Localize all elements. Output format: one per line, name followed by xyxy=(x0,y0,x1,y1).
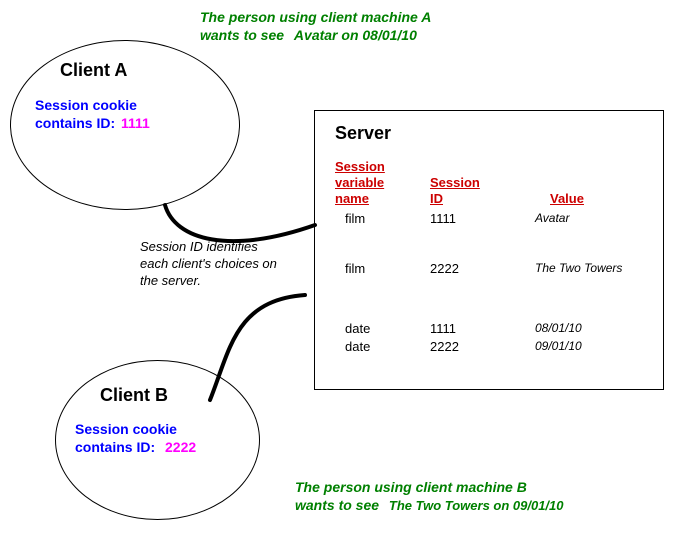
client-b-cookie-line1: Session cookie xyxy=(75,420,196,438)
client-b-title: Client B xyxy=(100,385,168,406)
caption-top: The person using client machine A wants … xyxy=(200,8,431,44)
caption-bottom-value: The Two Towers on 09/01/10 xyxy=(389,498,564,513)
client-b-cookie-line2: contains ID: 2222 xyxy=(75,438,196,456)
server-title: Server xyxy=(335,123,391,144)
middle-note-line1: Session ID identifies xyxy=(140,238,277,255)
cell-id: 1111 xyxy=(430,321,456,336)
middle-note: Session ID identifies each client's choi… xyxy=(140,238,277,289)
cell-id: 2222 xyxy=(430,339,459,354)
cell-id: 2222 xyxy=(430,261,459,276)
server-header-col3: Value xyxy=(550,191,584,206)
server-header-col1: Session variable name xyxy=(335,159,385,207)
cell-value: 08/01/10 xyxy=(535,321,582,335)
client-a-cookie: Session cookie contains ID: 1111 xyxy=(35,96,150,132)
caption-top-value: Avatar on 08/01/10 xyxy=(294,27,417,43)
connector-a xyxy=(165,205,315,241)
cell-name: film xyxy=(345,211,365,226)
middle-note-line2: each client's choices on xyxy=(140,255,277,272)
client-b-id: 2222 xyxy=(165,439,196,455)
middle-note-line3: the server. xyxy=(140,272,277,289)
client-a-title: Client A xyxy=(60,60,127,81)
client-b-cookie: Session cookie contains ID: 2222 xyxy=(75,420,196,456)
caption-top-line1: The person using client machine A xyxy=(200,8,431,26)
cell-name: date xyxy=(345,339,370,354)
caption-bottom: The person using client machine B wants … xyxy=(295,478,564,515)
server-box: Server Session variable name Session ID … xyxy=(314,110,664,390)
server-header-col2: Session ID xyxy=(430,175,480,207)
client-a-cookie-line2: contains ID: 1111 xyxy=(35,114,150,132)
caption-bottom-line2: wants to see The Two Towers on 09/01/10 xyxy=(295,496,564,515)
cell-value: The Two Towers xyxy=(535,261,622,275)
client-a-cookie-line1: Session cookie xyxy=(35,96,150,114)
client-a-id: 1111 xyxy=(121,115,150,131)
caption-bottom-line1: The person using client machine B xyxy=(295,478,564,496)
cell-id: 1111 xyxy=(430,211,456,226)
cell-name: date xyxy=(345,321,370,336)
cell-name: film xyxy=(345,261,365,276)
cell-value: Avatar xyxy=(535,211,569,225)
caption-top-line2: wants to see Avatar on 08/01/10 xyxy=(200,26,431,44)
cell-value: 09/01/10 xyxy=(535,339,582,353)
